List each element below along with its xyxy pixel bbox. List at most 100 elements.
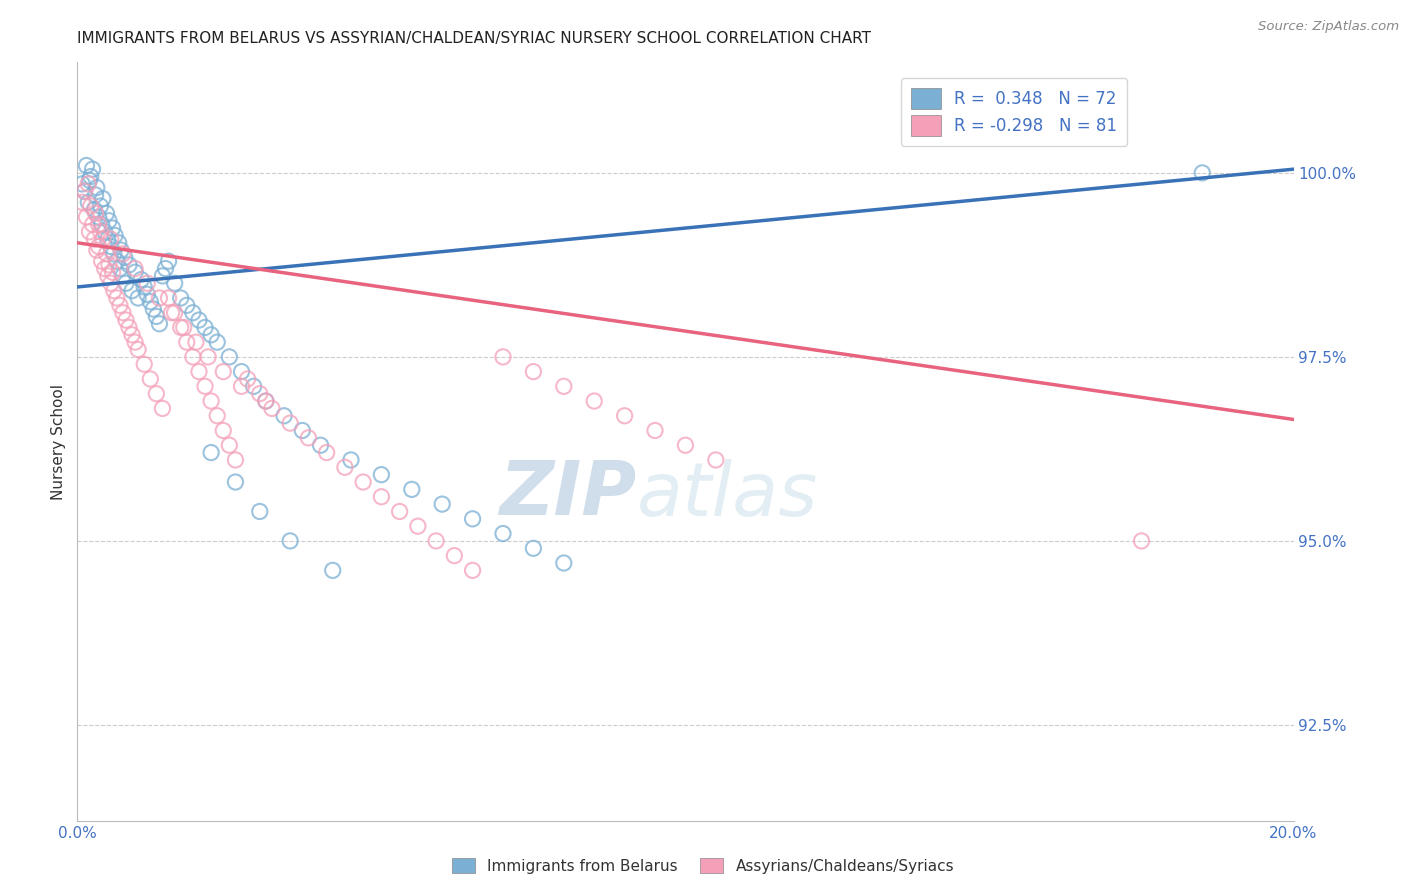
Point: [273, 409, 295, 423]
Point: [370, 490, 392, 504]
Point: [644, 424, 666, 438]
Point: [104, 228, 127, 243]
Point: [84, 188, 107, 202]
Point: [124, 261, 146, 276]
Point: [425, 533, 447, 548]
Point: [157, 254, 180, 268]
Point: [522, 365, 544, 379]
Point: [121, 284, 143, 298]
Point: [1191, 166, 1213, 180]
Point: [388, 504, 411, 518]
Point: [80, 169, 103, 184]
Point: [103, 284, 125, 298]
Point: [139, 372, 162, 386]
Point: [492, 350, 515, 364]
Point: [231, 365, 253, 379]
Point: [200, 394, 222, 409]
Point: [254, 394, 277, 409]
Point: [87, 239, 110, 253]
Text: IMMIGRANTS FROM BELARUS VS ASSYRIAN/CHALDEAN/SYRIAC NURSERY SCHOOL CORRELATION C: IMMIGRANTS FROM BELARUS VS ASSYRIAN/CHAL…: [77, 31, 872, 46]
Point: [96, 206, 118, 220]
Point: [145, 386, 167, 401]
Point: [188, 365, 211, 379]
Point: [129, 272, 152, 286]
Point: [278, 533, 301, 548]
Point: [315, 445, 337, 459]
Point: [134, 357, 156, 371]
Point: [370, 467, 392, 482]
Point: [163, 277, 186, 291]
Point: [100, 277, 122, 291]
Point: [87, 218, 110, 232]
Point: [205, 335, 228, 350]
Point: [75, 159, 97, 173]
Point: [70, 177, 93, 191]
Point: [84, 206, 107, 220]
Point: [553, 379, 575, 393]
Point: [127, 291, 149, 305]
Point: [291, 424, 314, 438]
Point: [224, 475, 246, 489]
Point: [200, 445, 222, 459]
Point: [197, 350, 219, 364]
Point: [583, 394, 606, 409]
Point: [340, 453, 363, 467]
Point: [148, 317, 170, 331]
Point: [406, 519, 429, 533]
Point: [492, 526, 515, 541]
Point: [155, 261, 177, 276]
Legend: R =  0.348   N = 72, R = -0.298   N = 81: R = 0.348 N = 72, R = -0.298 N = 81: [901, 78, 1128, 145]
Point: [108, 298, 131, 312]
Point: [105, 291, 128, 305]
Point: [218, 350, 240, 364]
Point: [107, 235, 129, 250]
Point: [152, 268, 174, 283]
Point: [90, 254, 112, 268]
Point: [675, 438, 697, 452]
Point: [86, 243, 108, 257]
Point: [75, 210, 97, 224]
Point: [115, 277, 138, 291]
Point: [115, 313, 138, 327]
Legend: Immigrants from Belarus, Assyrians/Chaldeans/Syriacs: Immigrants from Belarus, Assyrians/Chald…: [446, 852, 960, 880]
Point: [184, 335, 207, 350]
Point: [142, 301, 165, 316]
Point: [176, 335, 198, 350]
Point: [194, 320, 217, 334]
Point: [297, 431, 319, 445]
Text: Source: ZipAtlas.com: Source: ZipAtlas.com: [1258, 20, 1399, 33]
Point: [145, 310, 167, 324]
Point: [82, 162, 104, 177]
Point: [96, 247, 118, 261]
Point: [89, 225, 111, 239]
Point: [704, 453, 727, 467]
Point: [77, 177, 100, 191]
Point: [97, 268, 120, 283]
Point: [105, 254, 128, 268]
Point: [80, 199, 103, 213]
Point: [401, 483, 423, 497]
Point: [218, 438, 240, 452]
Point: [118, 320, 141, 334]
Point: [83, 202, 105, 217]
Point: [89, 199, 111, 213]
Point: [160, 306, 183, 320]
Text: atlas: atlas: [637, 458, 818, 531]
Y-axis label: Nursery School: Nursery School: [51, 384, 66, 500]
Point: [121, 327, 143, 342]
Point: [110, 243, 132, 257]
Point: [249, 504, 271, 518]
Point: [352, 475, 374, 489]
Point: [87, 210, 110, 224]
Point: [101, 265, 124, 279]
Point: [194, 379, 217, 393]
Point: [82, 218, 104, 232]
Point: [108, 261, 131, 276]
Point: [170, 291, 193, 305]
Point: [224, 453, 246, 467]
Point: [118, 258, 141, 272]
Point: [249, 386, 271, 401]
Point: [254, 394, 277, 409]
Point: [73, 184, 96, 198]
Point: [97, 258, 120, 272]
